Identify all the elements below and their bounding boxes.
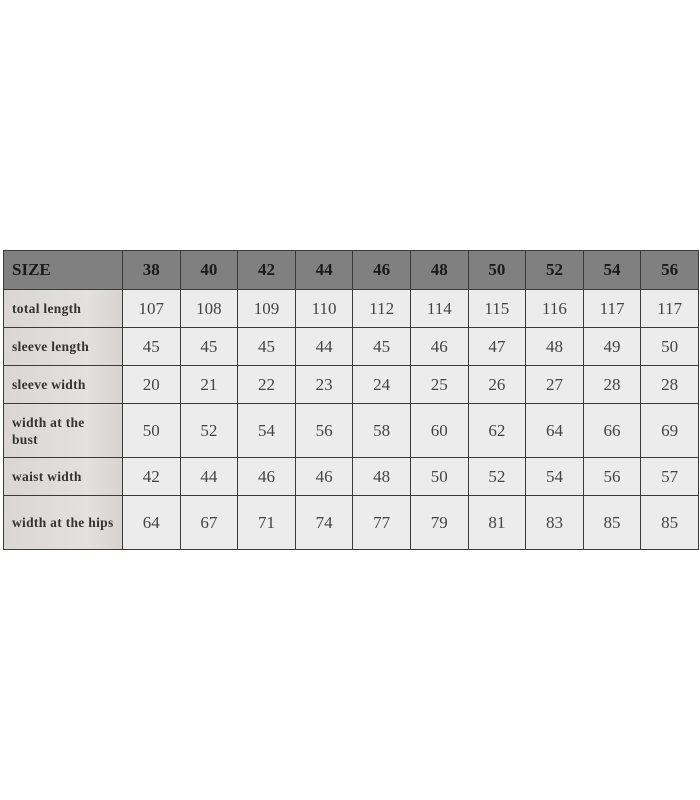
measurement-cell: 85 (582, 495, 642, 550)
measurement-cell: 69 (640, 403, 699, 458)
size-header-52: 52 (525, 250, 584, 290)
measurement-cell: 49 (582, 327, 642, 366)
table-row: total length 107 108 109 110 112 114 115 116 117 1… (3, 289, 699, 328)
measurement-cell: 54 (237, 403, 296, 458)
row-label: waist width (3, 457, 123, 496)
measurement-cell: 56 (294, 403, 354, 458)
measurement-cell: 45 (122, 327, 181, 366)
table-row: width at the bust 50 52 54 56 58 60 62 64 66 69 (3, 403, 699, 458)
measurement-cell: 23 (294, 365, 354, 404)
size-header-50: 50 (467, 250, 527, 290)
measurement-cell: 62 (467, 403, 527, 458)
measurement-cell: 22 (237, 365, 296, 404)
measurement-cell: 71 (237, 495, 296, 550)
measurement-cell: 52 (179, 403, 239, 458)
measurement-cell: 46 (237, 457, 296, 496)
measurement-cell: 45 (237, 327, 296, 366)
measurement-cell: 108 (179, 289, 239, 328)
measurement-cell: 66 (582, 403, 642, 458)
table-row: waist width 42 44 46 46 48 50 52 54 56 57 (3, 457, 699, 496)
measurement-cell: 50 (122, 403, 181, 458)
measurement-cell: 107 (122, 289, 181, 328)
measurement-cell: 58 (352, 403, 411, 458)
measurement-cell: 50 (409, 457, 469, 496)
table-row: width at the hips 64 67 71 74 77 79 81 83 85 85 (3, 495, 699, 550)
size-chart-table: SIZE 38 40 42 44 46 48 50 52 54 56 total length 10… (3, 250, 699, 550)
row-label: total length (3, 289, 123, 328)
measurement-cell: 56 (582, 457, 642, 496)
size-header-40: 40 (179, 250, 239, 290)
measurement-cell: 45 (179, 327, 239, 366)
measurement-cell: 21 (179, 365, 239, 404)
measurement-cell: 85 (640, 495, 699, 550)
header-row: SIZE 38 40 42 44 46 48 50 52 54 56 (3, 250, 699, 290)
measurement-cell: 79 (409, 495, 469, 550)
measurement-cell: 45 (352, 327, 411, 366)
size-header-label: SIZE (3, 250, 123, 290)
measurement-cell: 116 (525, 289, 584, 328)
measurement-cell: 44 (294, 327, 354, 366)
size-header-54: 54 (582, 250, 642, 290)
measurement-cell: 20 (122, 365, 181, 404)
measurement-cell: 54 (525, 457, 584, 496)
measurement-cell: 64 (525, 403, 584, 458)
measurement-cell: 25 (409, 365, 469, 404)
size-header-42: 42 (237, 250, 296, 290)
size-header-48: 48 (409, 250, 469, 290)
measurement-cell: 52 (467, 457, 527, 496)
measurement-cell: 114 (409, 289, 469, 328)
size-header-38: 38 (122, 250, 181, 290)
measurement-cell: 28 (640, 365, 699, 404)
measurement-cell: 47 (467, 327, 527, 366)
measurement-cell: 28 (582, 365, 642, 404)
measurement-cell: 81 (467, 495, 527, 550)
size-header-46: 46 (352, 250, 411, 290)
measurement-cell: 77 (352, 495, 411, 550)
measurement-cell: 27 (525, 365, 584, 404)
row-label: sleeve width (3, 365, 123, 404)
table-row: sleeve width 20 21 22 23 24 25 26 27 28 28 (3, 365, 699, 404)
measurement-cell: 117 (640, 289, 699, 328)
measurement-cell: 44 (179, 457, 239, 496)
measurement-cell: 110 (294, 289, 354, 328)
measurement-cell: 115 (467, 289, 527, 328)
measurement-cell: 83 (525, 495, 584, 550)
row-label: width at the bust (3, 403, 123, 458)
row-label: sleeve length (3, 327, 123, 366)
measurement-cell: 46 (409, 327, 469, 366)
measurement-cell: 112 (352, 289, 411, 328)
size-header-44: 44 (294, 250, 354, 290)
row-label: width at the hips (3, 495, 123, 550)
measurement-cell: 60 (409, 403, 469, 458)
measurement-cell: 46 (294, 457, 354, 496)
table-row: sleeve length 45 45 45 44 45 46 47 48 49 50 (3, 327, 699, 366)
measurement-cell: 74 (294, 495, 354, 550)
measurement-cell: 26 (467, 365, 527, 404)
measurement-cell: 42 (122, 457, 181, 496)
measurement-cell: 50 (640, 327, 699, 366)
size-header-56: 56 (640, 250, 699, 290)
measurement-cell: 67 (179, 495, 239, 550)
measurement-cell: 109 (237, 289, 296, 328)
measurement-cell: 48 (352, 457, 411, 496)
measurement-cell: 48 (525, 327, 584, 366)
measurement-cell: 24 (352, 365, 411, 404)
measurement-cell: 64 (122, 495, 181, 550)
measurement-cell: 117 (582, 289, 642, 328)
measurement-cell: 57 (640, 457, 699, 496)
